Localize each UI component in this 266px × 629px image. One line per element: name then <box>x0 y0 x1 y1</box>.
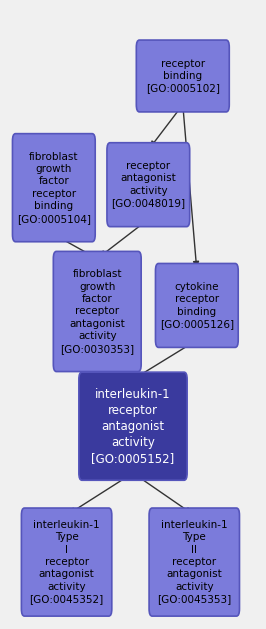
FancyBboxPatch shape <box>13 133 95 242</box>
FancyBboxPatch shape <box>107 143 190 226</box>
FancyBboxPatch shape <box>149 508 239 616</box>
FancyBboxPatch shape <box>155 264 238 347</box>
Text: fibroblast
growth
factor
receptor
binding
[GO:0005104]: fibroblast growth factor receptor bindin… <box>17 152 91 224</box>
FancyBboxPatch shape <box>21 508 112 616</box>
Text: cytokine
receptor
binding
[GO:0005126]: cytokine receptor binding [GO:0005126] <box>160 282 234 329</box>
Text: receptor
antagonist
activity
[GO:0048019]: receptor antagonist activity [GO:0048019… <box>111 161 185 208</box>
FancyBboxPatch shape <box>53 252 141 372</box>
Text: interleukin-1
receptor
antagonist
activity
[GO:0005152]: interleukin-1 receptor antagonist activi… <box>92 387 174 465</box>
Text: interleukin-1
Type
I
receptor
antagonist
activity
[GO:0045352]: interleukin-1 Type I receptor antagonist… <box>30 520 104 604</box>
Text: interleukin-1
Type
II
receptor
antagonist
activity
[GO:0045353]: interleukin-1 Type II receptor antagonis… <box>157 520 231 604</box>
Text: receptor
binding
[GO:0005102]: receptor binding [GO:0005102] <box>146 58 220 93</box>
Text: fibroblast
growth
factor
receptor
antagonist
activity
[GO:0030353]: fibroblast growth factor receptor antago… <box>60 269 134 353</box>
FancyBboxPatch shape <box>136 40 229 112</box>
FancyBboxPatch shape <box>79 372 187 481</box>
